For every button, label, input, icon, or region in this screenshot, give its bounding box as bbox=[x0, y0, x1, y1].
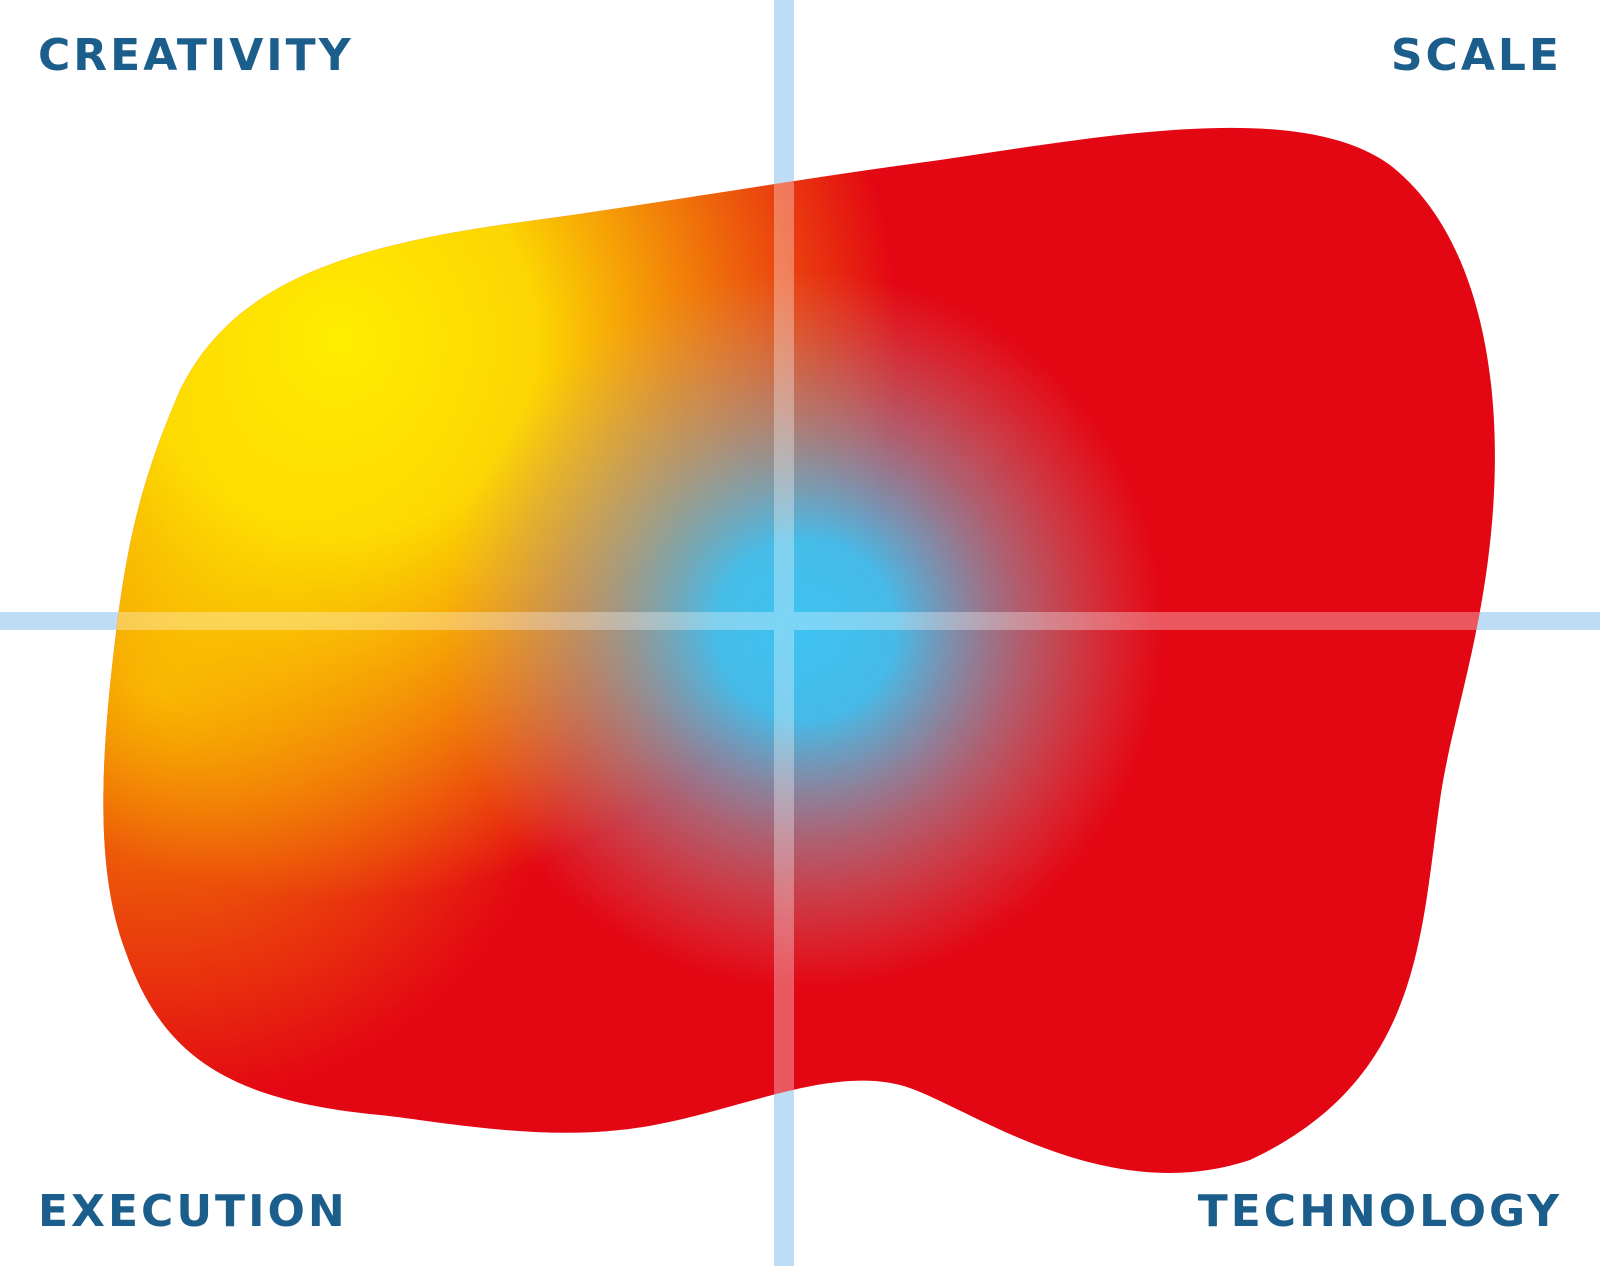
label-scale: SCALE bbox=[1390, 30, 1562, 81]
label-creativity: CREATIVITY bbox=[38, 30, 354, 81]
label-execution: EXECUTION bbox=[38, 1186, 348, 1237]
label-technology: TECHNOLOGY bbox=[1197, 1186, 1562, 1237]
